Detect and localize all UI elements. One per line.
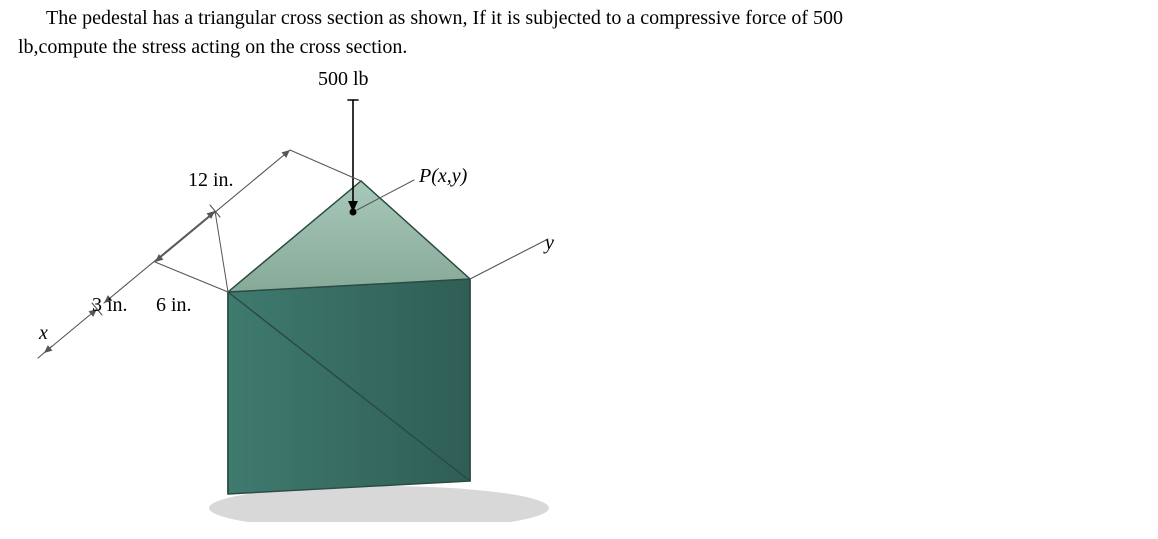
problem-statement: The pedestal has a triangular cross sect…	[0, 0, 1158, 62]
point-P-label: P(x,y)	[419, 165, 467, 188]
force-label: 500 lb	[318, 68, 369, 91]
figure: 500 lb 12 in. 3 in. 6 in. P(x,y) x y	[0, 62, 1158, 522]
dim-6-label: 6 in.	[156, 294, 192, 317]
problem-line-2: lb,compute the stress acting on the cros…	[18, 33, 1140, 62]
axis-x-label: x	[39, 322, 48, 345]
dim-3-label: 3 in.	[92, 294, 128, 317]
figure-svg	[0, 62, 1158, 522]
problem-line-1: The pedestal has a triangular cross sect…	[18, 4, 1140, 33]
axis-y-label: y	[545, 232, 554, 255]
dim-12-label: 12 in.	[188, 169, 234, 192]
